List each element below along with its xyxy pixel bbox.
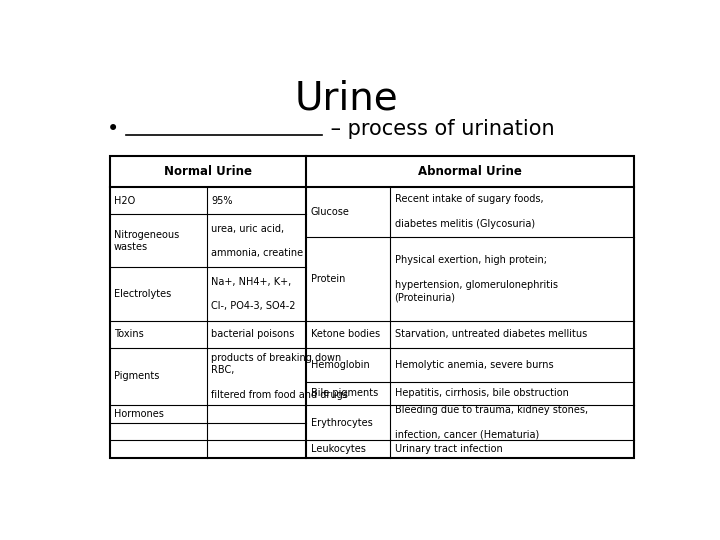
Text: Normal Urine: Normal Urine (164, 165, 252, 178)
Text: urea, uric acid,

ammonia, creatine: urea, uric acid, ammonia, creatine (211, 224, 303, 258)
Text: Na+, NH4+, K+,

Cl-, PO4-3, SO4-2: Na+, NH4+, K+, Cl-, PO4-3, SO4-2 (211, 276, 295, 312)
Text: Nitrogeneous
wastes: Nitrogeneous wastes (114, 230, 179, 252)
Text: Hemolytic anemia, severe burns: Hemolytic anemia, severe burns (395, 360, 553, 370)
Text: Glucose: Glucose (311, 207, 350, 217)
Text: Bleeding due to trauma, kidney stones,

infection, cancer (Hematuria): Bleeding due to trauma, kidney stones, i… (395, 405, 588, 440)
Text: Hepatitis, cirrhosis, bile obstruction: Hepatitis, cirrhosis, bile obstruction (395, 388, 569, 399)
Text: Pigments: Pigments (114, 371, 159, 381)
Text: •: • (107, 119, 119, 139)
Text: Starvation, untreated diabetes mellitus: Starvation, untreated diabetes mellitus (395, 329, 587, 339)
Text: – process of urination: – process of urination (324, 119, 555, 139)
Text: products of breaking down
RBC,

filtered from food and drugs: products of breaking down RBC, filtered … (211, 353, 348, 400)
Text: H2O: H2O (114, 196, 135, 206)
Text: Protein: Protein (311, 274, 345, 284)
Text: Hemoglobin: Hemoglobin (311, 360, 369, 370)
Text: bacterial poisons: bacterial poisons (211, 329, 294, 339)
Text: Physical exertion, high protein;

hypertension, glomerulonephritis
(Proteinuria): Physical exertion, high protein; hyperte… (395, 255, 557, 302)
Text: Bile pigments: Bile pigments (311, 388, 378, 399)
Text: 95%: 95% (211, 196, 233, 206)
Text: Leukocytes: Leukocytes (311, 444, 366, 454)
Text: Abnormal Urine: Abnormal Urine (418, 165, 522, 178)
Text: Electrolytes: Electrolytes (114, 289, 171, 299)
Text: Erythrocytes: Erythrocytes (311, 417, 372, 428)
Text: Urinary tract infection: Urinary tract infection (395, 444, 503, 454)
Text: Hormones: Hormones (114, 409, 164, 419)
Text: Toxins: Toxins (114, 329, 144, 339)
Text: Urine: Urine (294, 79, 399, 117)
Text: Recent intake of sugary foods,

diabetes melitis (Glycosuria): Recent intake of sugary foods, diabetes … (395, 194, 543, 230)
Text: Ketone bodies: Ketone bodies (311, 329, 380, 339)
